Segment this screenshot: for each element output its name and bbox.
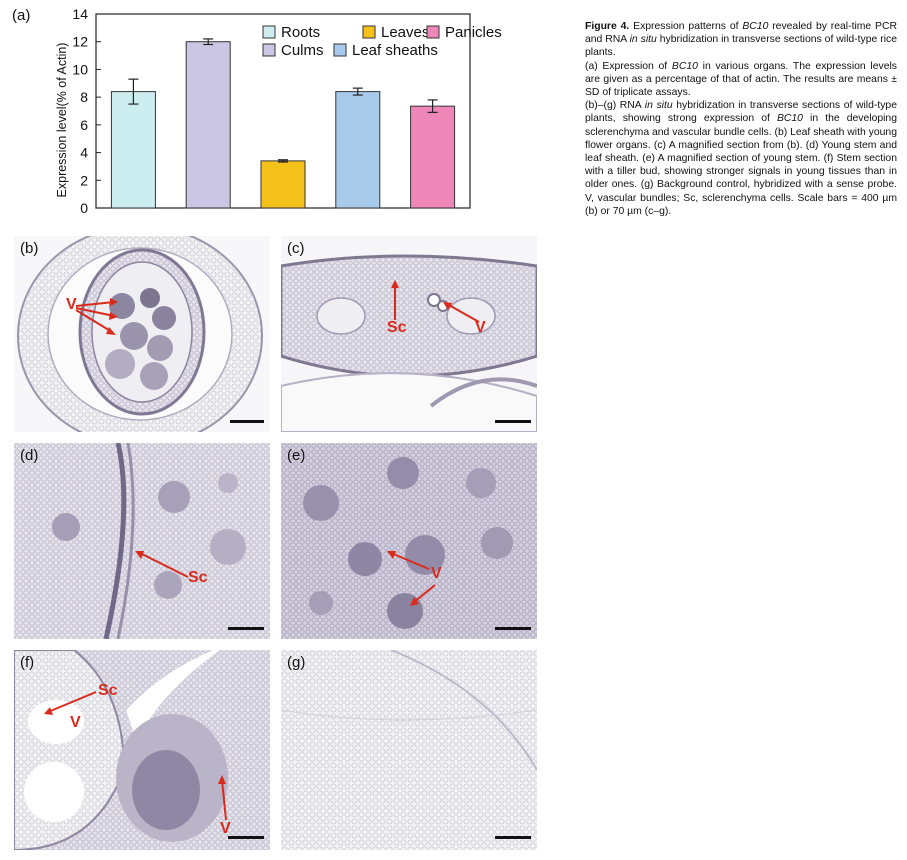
sclerenchyma-label: Sc — [98, 682, 118, 699]
caption-text: in the developing sclerenchyma and vascu… — [585, 113, 897, 217]
vascular-bundle-label: V — [66, 296, 77, 313]
legend-swatch — [262, 43, 276, 57]
caption-text: hybridization in transverse sections of … — [585, 100, 897, 125]
micrograph-image — [281, 443, 537, 639]
micrograph-panel-d: (d) Sc — [14, 443, 270, 639]
y-tick-label: 6 — [80, 117, 88, 133]
chart-canvas: (a) Expression level(% of Actin) 0 2 4 6 8 10… — [12, 6, 502, 216]
y-tick-label: 14 — [72, 6, 88, 22]
micrograph-panel-c: (c) Sc V — [281, 236, 537, 432]
caption-title: Figure 4. — [585, 21, 630, 32]
annotation-arrows — [44, 691, 227, 821]
legend-label: Panicles — [445, 24, 502, 41]
gene-name: BC10 — [742, 21, 769, 32]
bar-leaf-sheaths — [335, 91, 381, 209]
in-situ-term: in situ — [629, 34, 657, 46]
legend-swatch — [362, 25, 376, 39]
annotation-arrows — [75, 298, 118, 335]
sclerenchyma-label: Sc — [188, 569, 208, 586]
y-tick-label: 10 — [72, 61, 88, 77]
in-situ-term: in situ — [644, 100, 673, 112]
gene-name: BC10 — [776, 113, 803, 125]
panel-b-label: (b) — [20, 240, 39, 257]
caption-paragraph-3: (b)–(g) RNA in situ hybridization in tra… — [585, 99, 897, 218]
legend-label: Culms — [281, 42, 324, 59]
scale-bar — [495, 836, 531, 839]
chart-legend: Roots Leaves Panicles Culms Leaf sheaths — [262, 24, 502, 59]
vascular-bundle-label: V — [475, 319, 486, 336]
annotation-arrows — [135, 551, 189, 578]
micrograph-image — [14, 443, 270, 639]
caption-paragraph-1: Figure 4. Expression patterns of BC10 re… — [585, 20, 897, 60]
vascular-bundle-label: V — [70, 714, 81, 731]
panel-d-label: (d) — [20, 447, 39, 464]
expression-bar-chart: (a) Expression level(% of Actin) 0 2 4 6 8 10… — [0, 0, 530, 222]
bar-culms — [185, 41, 231, 209]
scale-bar — [228, 627, 264, 630]
caption-paragraph-2: (a) Expression of BC10 in various organs… — [585, 60, 897, 100]
vascular-bundle-label: V — [220, 820, 231, 837]
legend-swatch — [426, 25, 440, 39]
legend-label: Leaves — [381, 24, 429, 41]
bar-panicles — [410, 105, 456, 209]
caption-text: in various organs. The expression levels… — [585, 60, 897, 99]
annotation-arrows — [391, 280, 480, 323]
panel-f-label: (f) — [20, 654, 35, 671]
caption-text: (b)–(g) RNA — [585, 100, 645, 112]
caption-text: revealed by real-time PCR and RNA — [585, 21, 897, 46]
vascular-bundle-label: V — [431, 565, 442, 582]
panel-e-label: (e) — [287, 447, 306, 464]
figure-caption: Figure 4. Expression patterns of BC10 re… — [585, 20, 897, 218]
scale-bar — [228, 836, 264, 839]
micrograph-panel-f: (f) Sc V V — [14, 650, 270, 850]
micrograph-image — [14, 650, 270, 850]
micrograph-image — [14, 236, 270, 432]
micrograph-image — [281, 236, 537, 432]
y-tick-label: 4 — [80, 145, 88, 161]
micrograph-image — [281, 650, 537, 850]
legend-label: Roots — [281, 24, 320, 41]
micrograph-panel-e: (e) V — [281, 443, 537, 639]
y-tick-label: 0 — [80, 200, 88, 216]
sclerenchyma-label: Sc — [387, 319, 407, 336]
scale-bar — [495, 420, 531, 423]
scale-bar — [230, 420, 264, 423]
legend-swatch — [333, 43, 347, 57]
legend-swatch — [262, 25, 276, 39]
caption-text: Expression patterns of — [633, 21, 743, 32]
legend-label: Leaf sheaths — [352, 42, 438, 59]
caption-text: (a) Expression of — [585, 60, 672, 72]
panel-a-label: (a) — [12, 7, 30, 24]
y-axis-label: Expression level(% of Actin) — [55, 43, 69, 198]
bar-leaves — [260, 160, 306, 209]
gene-name: BC10 — [671, 60, 698, 72]
y-tick-label: 8 — [80, 89, 88, 105]
annotation-arrows — [387, 551, 436, 606]
scale-bar — [495, 627, 531, 630]
panel-c-label: (c) — [287, 240, 305, 257]
y-tick-label: 12 — [72, 34, 88, 50]
panel-g-label: (g) — [287, 654, 306, 671]
y-tick-labels: 0 2 4 6 8 10 12 14 — [72, 6, 101, 216]
micrograph-panel-g: (g) — [281, 650, 537, 850]
bar-roots — [110, 91, 156, 209]
y-tick-label: 2 — [80, 172, 88, 188]
bar-series — [110, 38, 456, 209]
caption-text: hybridization in transverse sections of … — [585, 34, 897, 59]
micrograph-panel-b: (b) V — [14, 236, 270, 432]
